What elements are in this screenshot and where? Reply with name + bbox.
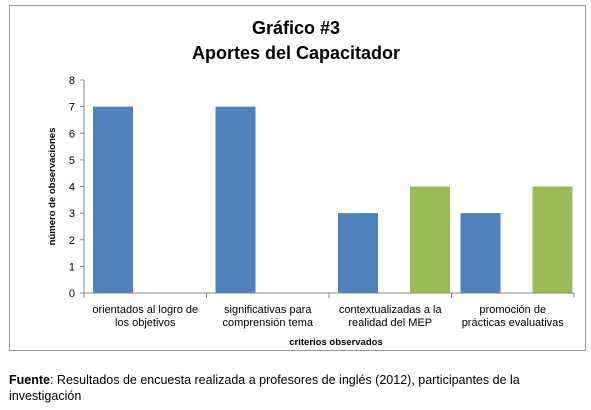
y-tick-label: 3: [69, 208, 75, 220]
chart-area: Gráfico #3 Aportes del Capacitador 0 1 2 3 4 5 6…: [9, 5, 586, 351]
x-category-label: prácticas evaluativas: [462, 317, 565, 329]
x-category-label: contextualizadas a la: [339, 304, 443, 316]
x-category-label: comprensión tema: [223, 317, 314, 329]
bar: [338, 213, 378, 293]
y-tick-label: 1: [69, 261, 75, 273]
y-tick-label: 4: [69, 182, 75, 194]
y-tick-label: 7: [69, 102, 75, 114]
figure-caption: Fuente: Resultados de encuesta realizada…: [9, 372, 584, 404]
bar: [410, 186, 450, 293]
x-category-label: realidad del MEP: [348, 317, 432, 329]
y-tick-label: 5: [69, 155, 75, 167]
bar: [215, 106, 256, 293]
x-axis-title: criterios observados: [289, 337, 382, 348]
y-tick-label: 0: [69, 288, 75, 300]
y-tick-label: 2: [69, 235, 75, 247]
caption-text: : Resultados de encuesta realizada a pro…: [9, 373, 520, 403]
bar: [93, 106, 133, 293]
bar-chart: Gráfico #3 Aportes del Capacitador 0 1 2 3 4 5 6…: [47, 18, 575, 348]
bar: [460, 213, 501, 293]
bar: [532, 186, 573, 293]
x-category-label: orientados al logro de: [92, 304, 198, 316]
y-tick-label: 6: [69, 128, 75, 140]
x-category-label: promoción de: [479, 304, 546, 316]
chart-title-line-1: Gráfico #3: [252, 18, 340, 38]
x-category-label: los objetivos: [115, 317, 176, 329]
y-axis-title: número de observaciones: [47, 128, 58, 246]
caption-source-label: Fuente: [9, 373, 50, 387]
chart-title-line-2: Aportes del Capacitador: [192, 43, 400, 63]
x-category-label: significativas para: [224, 304, 312, 316]
y-tick-label: 8: [69, 75, 75, 87]
